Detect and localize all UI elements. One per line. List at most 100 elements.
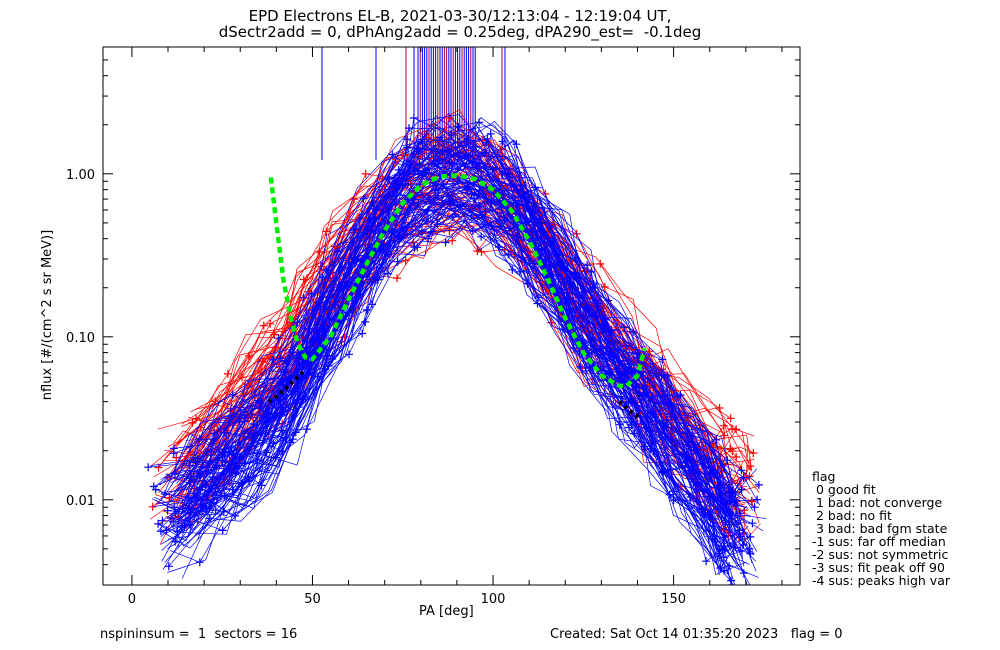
- footer-right-info: Created: Sat Oct 14 01:35:20 2023 flag =…: [550, 627, 843, 642]
- series-trace: [160, 166, 738, 537]
- data-point-marker: [589, 280, 598, 289]
- data-point-marker: [207, 498, 216, 507]
- data-point-marker: [188, 418, 197, 427]
- series-trace: [179, 162, 736, 507]
- data-point-marker: [747, 497, 756, 506]
- flag-legend: flag 0 good fit 1 bad: not converge 2 ba…: [812, 470, 950, 587]
- data-point-marker: [512, 140, 521, 149]
- data-point-marker: [163, 506, 172, 515]
- data-point-marker: [207, 447, 216, 456]
- data-point-marker: [169, 449, 178, 458]
- data-point-marker: [316, 302, 325, 311]
- data-point-marker: [657, 371, 666, 380]
- data-point-marker: [486, 129, 495, 138]
- data-point-marker: [739, 540, 748, 549]
- data-point-marker: [736, 532, 745, 541]
- data-point-marker: [269, 355, 278, 364]
- series-line-black: [267, 368, 307, 404]
- data-point-marker: [434, 159, 443, 168]
- x-tick-label: 0: [128, 592, 136, 607]
- data-point-marker: [359, 194, 368, 203]
- flag-legend-item: 2 bad: no fit: [812, 508, 892, 523]
- data-point-marker: [670, 487, 678, 496]
- data-point-marker: [401, 256, 410, 265]
- data-point-marker: [223, 369, 232, 378]
- series-trace: [193, 182, 740, 552]
- data-point-marker: [673, 392, 682, 401]
- data-point-marker: [665, 490, 674, 499]
- data-point-marker: [218, 526, 227, 535]
- data-point-marker: [754, 480, 763, 489]
- data-point-marker: [158, 516, 167, 525]
- data-point-marker: [498, 170, 507, 178]
- data-point-marker: [728, 447, 737, 456]
- data-point-marker: [164, 562, 173, 571]
- data-point-marker: [405, 124, 413, 133]
- data-point-marker: [596, 259, 605, 268]
- data-point-marker: [587, 267, 596, 276]
- data-point-marker: [172, 453, 181, 462]
- data-point-marker: [706, 470, 715, 479]
- data-point-marker: [697, 504, 706, 513]
- data-point-marker: [262, 418, 271, 427]
- data-point-marker: [723, 456, 732, 465]
- data-point-marker: [438, 147, 447, 156]
- data-point-marker: [732, 453, 741, 461]
- series-trace: [175, 158, 737, 561]
- data-point-marker: [165, 493, 174, 502]
- data-point-marker: [445, 158, 454, 167]
- data-point-marker: [488, 165, 497, 174]
- data-point-marker: [154, 519, 163, 528]
- series-trace: [160, 186, 730, 548]
- y-tick-label: 0.01: [66, 494, 95, 509]
- data-point-marker: [214, 453, 223, 462]
- x-tick-label: 150: [661, 592, 686, 607]
- data-point-marker: [619, 323, 628, 332]
- data-point-marker: [727, 492, 736, 501]
- series-trace: [181, 162, 750, 560]
- flag-legend-title: flag: [812, 469, 836, 484]
- data-point-marker: [235, 454, 244, 463]
- data-point-marker: [358, 329, 367, 338]
- data-point-marker: [395, 233, 404, 242]
- data-point-marker: [301, 392, 310, 401]
- data-point-marker: [483, 134, 492, 143]
- data-point-marker: [193, 454, 202, 463]
- data-point-marker: [441, 238, 450, 247]
- series-trace: [180, 173, 745, 524]
- flag-legend-item: -1 sus: far off median: [812, 534, 946, 549]
- data-point-marker: [349, 225, 358, 234]
- data-point-marker: [345, 350, 353, 359]
- data-point-marker: [259, 321, 268, 330]
- data-point-marker: [195, 558, 204, 567]
- series-trace: [181, 157, 753, 538]
- data-point-marker: [259, 411, 268, 420]
- data-point-marker: [475, 118, 484, 127]
- data-point-marker: [454, 123, 463, 131]
- data-point-marker: [219, 507, 228, 516]
- data-point-marker: [554, 274, 563, 283]
- data-point-marker: [414, 145, 423, 153]
- data-point-marker: [448, 213, 457, 221]
- series-trace: [153, 140, 727, 522]
- data-point-marker: [274, 334, 283, 343]
- data-point-marker: [726, 488, 735, 497]
- data-point-marker: [737, 466, 746, 475]
- data-point-marker: [291, 428, 300, 437]
- data-point-marker: [739, 569, 748, 578]
- data-point-marker: [333, 247, 342, 256]
- data-point-marker: [270, 330, 279, 339]
- data-point-marker: [373, 221, 382, 230]
- data-point-marker: [162, 526, 171, 535]
- data-point-marker: [167, 514, 176, 523]
- data-point-marker: [448, 198, 457, 207]
- flag-legend-item: -3 sus: fit peak off 90: [812, 560, 945, 575]
- data-point-marker: [160, 490, 169, 498]
- data-point-marker: [481, 148, 489, 157]
- series-trace: [189, 153, 740, 525]
- data-point-marker: [710, 468, 719, 477]
- series-line-black: [618, 400, 643, 422]
- data-point-marker: [393, 274, 401, 283]
- flag-legend-item: 3 bad: bad fgm state: [812, 521, 948, 536]
- data-point-marker: [520, 193, 528, 201]
